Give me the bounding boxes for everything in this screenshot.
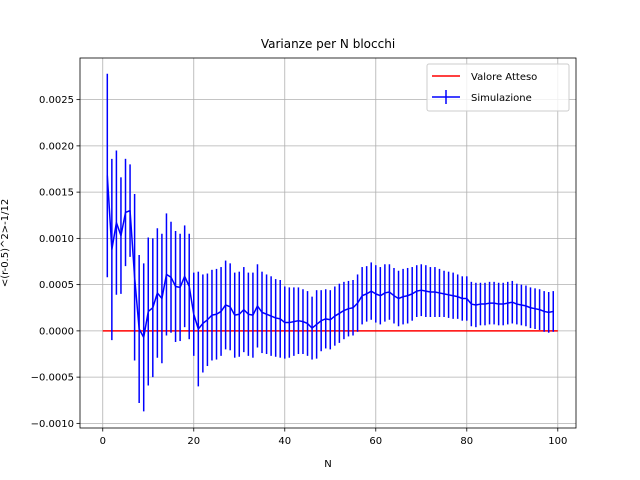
y-tick-label: 0.0025	[39, 95, 74, 106]
y-tick-label: 0.0015	[39, 188, 74, 199]
y-tick-label: −0.0010	[31, 419, 74, 430]
x-tick-label: 80	[460, 436, 473, 447]
legend-label-valore-atteso: Valore Atteso	[471, 72, 537, 83]
x-tick-label: 20	[187, 436, 200, 447]
axes-frame	[79, 57, 577, 429]
plot-area	[102, 73, 558, 412]
x-tick-label: 0	[100, 436, 106, 447]
legend-box	[426, 63, 570, 112]
chart-title: Varianze per N blocchi	[261, 37, 395, 51]
axis-ticks: 0 20 40 60 80 100 −0.0010 −0.0005 0.0000 0.0005 0.…	[31, 95, 568, 447]
y-tick-label: 0.0000	[39, 326, 74, 337]
series-simulazione-line	[106, 175, 554, 339]
y-axis-title: <(r-0.5)^2>-1/12	[0, 199, 11, 287]
y-tick-label: 0.0020	[39, 141, 74, 152]
legend-label-simulazione: Simulazione	[471, 93, 532, 104]
x-tick-label: 60	[369, 436, 382, 447]
legend: Valore Atteso Simulazione	[426, 63, 570, 112]
y-tick-label: 0.0010	[39, 234, 74, 245]
y-tick-label: −0.0005	[31, 373, 74, 384]
x-axis-title: N	[324, 459, 331, 470]
y-tick-label: 0.0005	[39, 280, 74, 291]
x-tick-label: 100	[548, 436, 567, 447]
x-tick-label: 40	[278, 436, 291, 447]
